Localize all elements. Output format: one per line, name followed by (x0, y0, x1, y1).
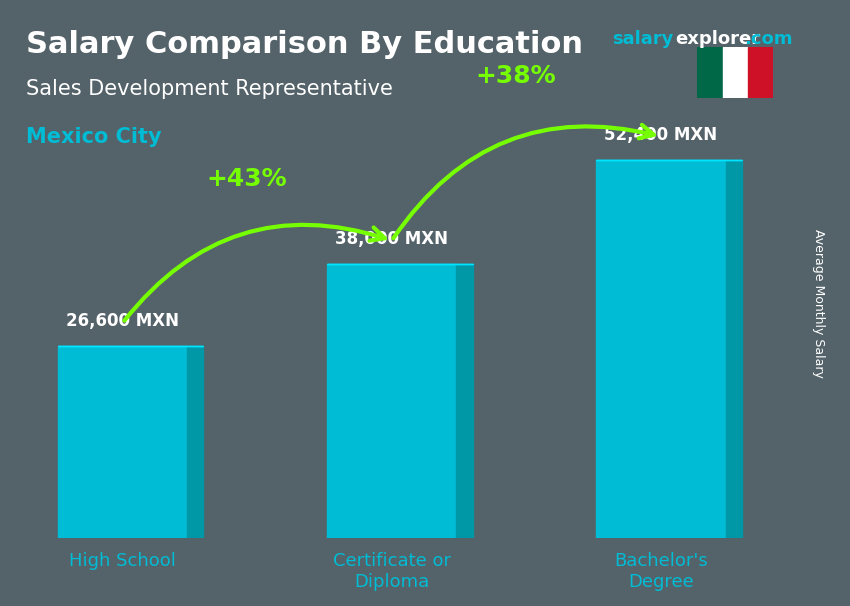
Text: Salary Comparison By Education: Salary Comparison By Education (26, 30, 582, 59)
Text: 38,000 MXN: 38,000 MXN (336, 230, 448, 248)
Bar (327, 264, 456, 538)
Polygon shape (456, 264, 473, 538)
Text: 26,600 MXN: 26,600 MXN (66, 312, 179, 330)
Text: Sales Development Representative: Sales Development Representative (26, 79, 393, 99)
Text: .com: .com (744, 30, 792, 48)
Text: +38%: +38% (475, 64, 556, 87)
Bar (748, 47, 774, 98)
Bar (722, 47, 748, 98)
Bar (58, 346, 187, 538)
Text: 52,400 MXN: 52,400 MXN (604, 126, 717, 144)
Polygon shape (726, 160, 742, 538)
Bar (597, 160, 726, 538)
Text: Average Monthly Salary: Average Monthly Salary (812, 228, 824, 378)
Bar (697, 47, 722, 98)
Text: +43%: +43% (207, 167, 286, 191)
Text: Mexico City: Mexico City (26, 127, 162, 147)
Text: salary: salary (612, 30, 673, 48)
Polygon shape (187, 346, 203, 538)
Text: explorer: explorer (676, 30, 761, 48)
